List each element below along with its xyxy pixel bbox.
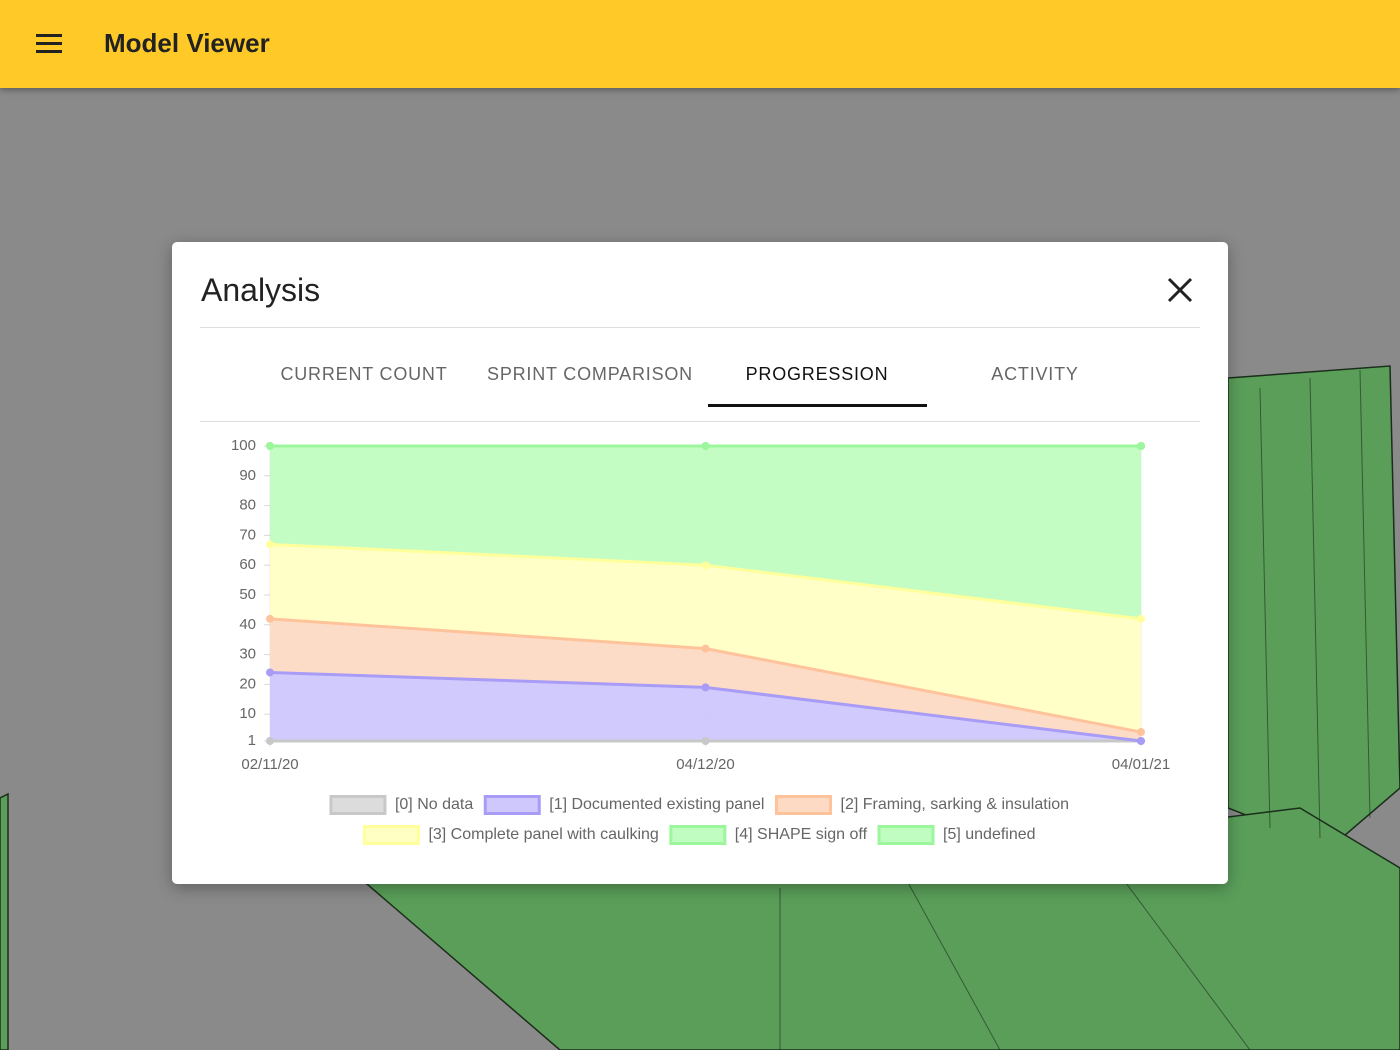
- menu-button[interactable]: [36, 34, 62, 58]
- app-bar: Model Viewer: [0, 0, 1400, 88]
- y-tick-label: 50: [239, 586, 256, 603]
- y-tick-label: 70: [239, 526, 256, 543]
- legend-item: [1] Documented existing panel: [483, 795, 764, 815]
- tab[interactable]: PROGRESSION: [745, 364, 889, 384]
- lines: [266, 442, 1145, 745]
- legend-label: [1] Documented existing panel: [549, 796, 764, 813]
- divider: [200, 421, 1200, 422]
- point: [1137, 442, 1145, 450]
- area-fill: [270, 544, 1141, 733]
- x-tick-label: 04/12/20: [676, 756, 734, 773]
- panel-line: [899, 867, 1001, 1050]
- panel-line: [1259, 387, 1271, 829]
- point: [266, 540, 274, 549]
- legend-item: [0] No data: [329, 795, 473, 815]
- area-fill: [270, 446, 1141, 619]
- tab-indicator: [708, 404, 927, 407]
- legend-item: [4] SHAPE sign off: [669, 825, 868, 845]
- app-title: Model Viewer: [104, 28, 270, 58]
- panel-line: [1309, 377, 1321, 839]
- legend-item: [5] undefined: [877, 825, 1036, 845]
- tab[interactable]: ACTIVITY: [991, 364, 1079, 384]
- x-tick-label: 04/01/21: [1112, 756, 1170, 773]
- close-button[interactable]: [1166, 276, 1194, 304]
- point: [1137, 728, 1145, 737]
- legend-swatch: [329, 795, 387, 815]
- tab[interactable]: CURRENT COUNT: [280, 364, 448, 384]
- legend-swatch: [483, 795, 541, 815]
- point: [266, 737, 274, 745]
- areas: [270, 446, 1141, 741]
- y-tick-label: 90: [239, 467, 256, 484]
- x-tick-label: 02/11/20: [241, 756, 298, 773]
- point: [266, 442, 274, 450]
- legend-label: [2] Framing, sarking & insulation: [840, 796, 1069, 813]
- y-tick-label: 1: [248, 732, 256, 749]
- legend-item: [2] Framing, sarking & insulation: [774, 795, 1069, 815]
- point: [1137, 737, 1145, 745]
- point: [1137, 614, 1145, 623]
- point: [701, 561, 710, 570]
- y-tick-label: 80: [239, 497, 256, 514]
- point: [701, 442, 710, 450]
- dialog-title: Analysis: [201, 272, 321, 308]
- legend-swatch: [362, 825, 420, 845]
- point: [266, 614, 274, 623]
- chart: 1 10 20 30 40 50 60 70 80 90 100 02/11/20 04/12/20 04…: [231, 437, 1170, 845]
- y-tick-label: 60: [239, 556, 256, 573]
- point: [701, 644, 710, 653]
- legend-label: [0] No data: [395, 796, 473, 813]
- legend-swatch: [774, 795, 832, 815]
- tab[interactable]: SPRINT COMPARISON: [487, 364, 693, 384]
- legend-swatch: [669, 825, 727, 845]
- y-tick-label: 100: [231, 437, 256, 454]
- y-tick-label: 40: [239, 616, 256, 633]
- area-fill: [270, 618, 1141, 741]
- y-tick-label: 10: [239, 705, 256, 722]
- y-tick-label: 20: [239, 675, 256, 692]
- legend-item: [3] Complete panel with caulking: [362, 825, 659, 845]
- legend-swatch: [877, 825, 935, 845]
- area-fill: [270, 672, 1141, 741]
- y-tick-label: 30: [239, 646, 256, 663]
- point: [701, 737, 710, 745]
- legend-label: [5] undefined: [943, 826, 1036, 843]
- point: [266, 668, 274, 677]
- building-wall: [1227, 365, 1400, 849]
- dialog: Analysis CURRENT COUNT SPRINT COMPARISON…: [172, 242, 1228, 884]
- divider: [200, 327, 1200, 328]
- building-edge: [0, 792, 9, 1050]
- legend-label: [4] SHAPE sign off: [735, 826, 868, 843]
- point: [701, 683, 710, 692]
- legend-label: [3] Complete panel with caulking: [428, 826, 658, 843]
- panel-line: [1359, 369, 1371, 819]
